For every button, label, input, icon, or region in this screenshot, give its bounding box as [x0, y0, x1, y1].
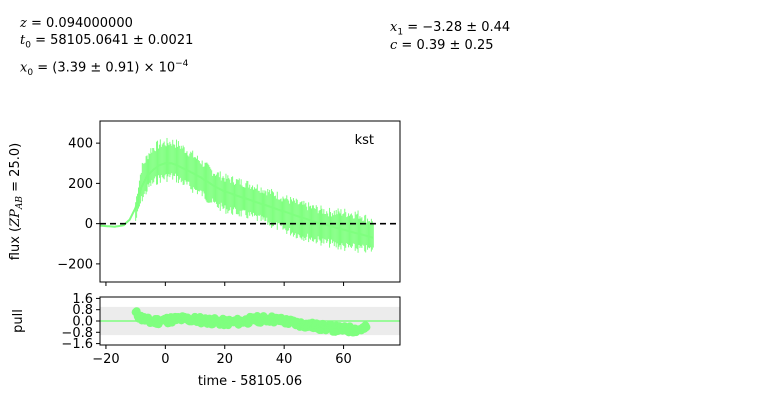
flux-model-curve: [100, 162, 374, 239]
param-x1-value: −3.28 ± 0.44: [422, 20, 511, 35]
param-t0: t0 = 58105.0641 ± 0.0021: [20, 33, 194, 51]
param-x0-value: (3.39 ± 0.91) × 10: [52, 60, 176, 76]
pull-ytick-label: 0.8: [72, 303, 93, 318]
flux-ytick-label: −200: [57, 257, 93, 272]
pull-ytick-label: 0.0: [72, 315, 93, 330]
flux-ytick-label: 400: [68, 137, 93, 152]
pull-xlabel: time - 58105.06: [198, 374, 302, 389]
flux-errorbars: [135, 137, 374, 253]
flux-ytick-label: 200: [68, 177, 93, 192]
pull-ytick-label: −1.6: [61, 337, 93, 352]
pull-ylabel: pull: [11, 309, 26, 333]
param-c: c = 0.39 ± 0.25: [390, 38, 494, 53]
pull-plot-area: [100, 306, 400, 337]
param-x0: x0 = (3.39 ± 0.91) × 10−4: [20, 59, 189, 78]
param-z-value: 0.094000000: [46, 16, 133, 31]
param-x0-exponent: −4: [175, 59, 189, 69]
param-x1: x1 = −3.28 ± 0.44: [390, 20, 511, 38]
pull-point: [362, 323, 371, 332]
flux-ylabel: flux (ZPAB = 25.0): [8, 143, 25, 260]
pull-ytick-label: 1.6: [72, 292, 93, 307]
param-z: z = 0.094000000: [20, 16, 133, 31]
pull-points: [131, 307, 371, 337]
pull-xtick-label: 40: [276, 352, 293, 367]
flux-plot-area: [100, 137, 400, 253]
pull-xtick-label: −20: [92, 352, 119, 367]
pull-ytick-label: −0.8: [61, 326, 93, 341]
flux-ytick-label: 0: [85, 217, 93, 232]
param-t0-value: 58105.0641 ± 0.0021: [50, 33, 194, 48]
param-c-value: 0.39 ± 0.25: [416, 38, 494, 53]
band-label: kst: [355, 133, 374, 148]
flux-axes-frame: [99, 120, 401, 283]
pull-xtick-label: 60: [335, 352, 352, 367]
pull-xtick-label: 20: [216, 352, 233, 367]
pull-xtick-label: 0: [161, 352, 169, 367]
